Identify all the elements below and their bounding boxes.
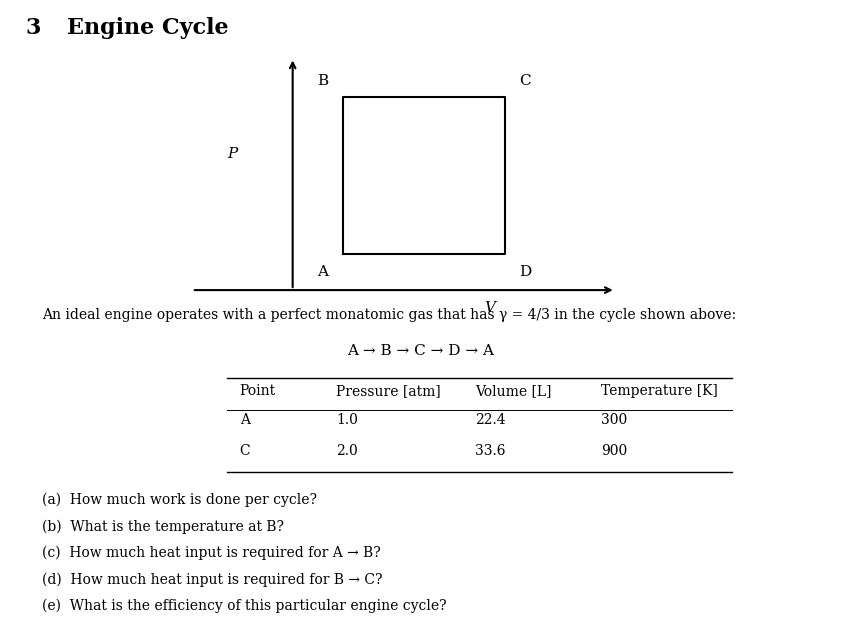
Text: 2.0: 2.0 bbox=[336, 444, 358, 458]
Text: (d)  How much heat input is required for B → C?: (d) How much heat input is required for … bbox=[42, 572, 383, 587]
Text: (e)  What is the efficiency of this particular engine cycle?: (e) What is the efficiency of this parti… bbox=[42, 599, 447, 613]
Text: Volume [L]: Volume [L] bbox=[475, 384, 552, 398]
Text: A: A bbox=[317, 265, 329, 279]
Text: 300: 300 bbox=[601, 414, 627, 427]
Text: C: C bbox=[519, 74, 531, 88]
Text: Pressure [atm]: Pressure [atm] bbox=[336, 384, 442, 398]
Text: (b)  What is the temperature at B?: (b) What is the temperature at B? bbox=[42, 519, 284, 534]
Text: C: C bbox=[240, 444, 251, 458]
Text: D: D bbox=[519, 265, 531, 279]
Text: Engine Cycle: Engine Cycle bbox=[67, 17, 229, 39]
Text: 1.0: 1.0 bbox=[336, 414, 358, 427]
Text: P: P bbox=[227, 147, 237, 161]
Text: B: B bbox=[317, 74, 329, 88]
Text: 3: 3 bbox=[25, 17, 40, 39]
Text: 33.6: 33.6 bbox=[475, 444, 505, 458]
Text: (c)  How much heat input is required for A → B?: (c) How much heat input is required for … bbox=[42, 545, 381, 560]
Text: An ideal engine operates with a perfect monatomic gas that has γ = 4/3 in the cy: An ideal engine operates with a perfect … bbox=[42, 309, 736, 322]
Text: V: V bbox=[484, 302, 495, 315]
Text: (a)  How much work is done per cycle?: (a) How much work is done per cycle? bbox=[42, 493, 317, 507]
Text: A: A bbox=[240, 414, 250, 427]
Text: 22.4: 22.4 bbox=[475, 414, 505, 427]
Text: Temperature [K]: Temperature [K] bbox=[601, 384, 718, 398]
Text: A → B → C → D → A: A → B → C → D → A bbox=[347, 344, 494, 358]
Text: Point: Point bbox=[240, 384, 276, 398]
Text: 900: 900 bbox=[601, 444, 627, 458]
